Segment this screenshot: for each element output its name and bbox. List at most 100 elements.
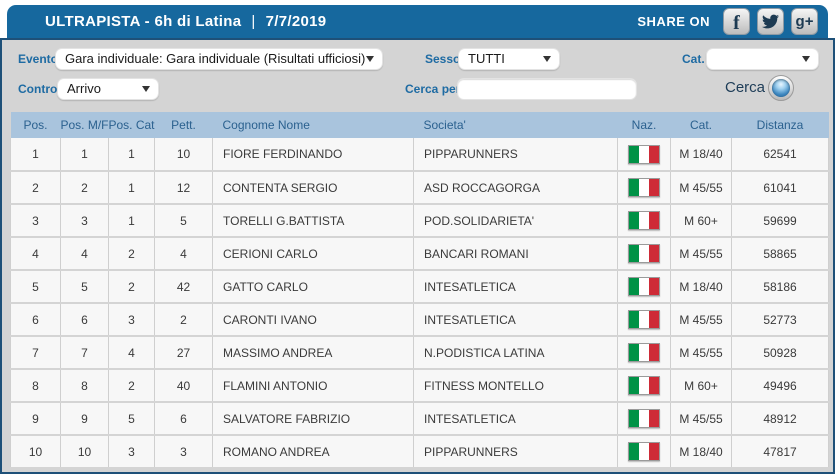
naz-cell: [617, 270, 671, 304]
naz-cell: [617, 336, 671, 370]
event-title-bar: ULTRAPISTA - 6h di Latina | 7/7/2019 SHARE…: [7, 5, 828, 38]
column-header-naz-: Naz.: [617, 112, 671, 138]
controllo-select[interactable]: Arrivo: [57, 78, 159, 100]
column-header-pos-m/f: Pos. M/F: [60, 112, 109, 138]
pett-cell: 27: [154, 336, 213, 370]
italy-flag-icon: [628, 277, 660, 296]
evento-select[interactable]: Gara individuale: Gara individuale (Risu…: [55, 48, 383, 70]
naz-cell: [617, 402, 671, 436]
cerca-button-label: Cerca: [725, 79, 766, 96]
search-input[interactable]: [457, 78, 637, 100]
cat-cell: M 18/40: [670, 270, 732, 304]
controllo-selected-value: Arrivo: [67, 81, 101, 96]
twitter-bird-glyph: [762, 14, 779, 29]
cat-cell: M 45/55: [670, 402, 732, 436]
pett-cell: 3: [154, 435, 213, 469]
pos_cat-cell: 2: [108, 237, 155, 271]
column-header-cognome-nome: Cognome Nome: [212, 112, 414, 138]
sesso-select[interactable]: TUTTI: [458, 48, 560, 70]
chevron-down-icon: [366, 56, 374, 62]
column-header-societa-: Societa': [413, 112, 618, 138]
pos-cell: 7: [10, 336, 61, 370]
cat-cell: M 45/55: [670, 336, 732, 370]
event-name: ULTRAPISTA - 6h di Latina: [45, 13, 242, 30]
table-row: 8 8 2 40 FLAMINI ANTONIO FITNESS MONTELLO M 60…: [10, 369, 829, 403]
pos_mf-cell: 1: [60, 138, 109, 172]
pett-cell: 40: [154, 369, 213, 403]
team-cell: PIPPARUNNERS: [413, 435, 618, 469]
share-zone: SHARE ON f g+: [637, 8, 818, 35]
name-cell: SALVATORE FABRIZIO: [212, 402, 414, 436]
dist-cell: 48912: [731, 402, 829, 436]
column-header-pett-: Pett.: [154, 112, 213, 138]
dist-cell: 58865: [731, 237, 829, 271]
pett-cell: 6: [154, 402, 213, 436]
italy-flag-icon: [628, 343, 660, 362]
pett-cell: 12: [154, 171, 213, 205]
pos-cell: 9: [10, 402, 61, 436]
title-separator: |: [251, 13, 256, 30]
pett-cell: 4: [154, 237, 213, 271]
facebook-icon[interactable]: f: [723, 8, 750, 35]
googleplus-icon[interactable]: g+: [791, 8, 818, 35]
pos_cat-cell: 3: [108, 435, 155, 469]
table-row: 3 3 1 5 TORELLI G.BATTISTA POD.SOLIDARIETA' M …: [10, 204, 829, 238]
table-row: 9 9 5 6 SALVATORE FABRIZIO INTESATLETICA M 45/…: [10, 402, 829, 436]
pos-cell: 4: [10, 237, 61, 271]
pos_cat-cell: 3: [108, 303, 155, 337]
pos-cell: 2: [10, 171, 61, 205]
evento-selected-value: Gara individuale: Gara individuale (Risu…: [65, 51, 366, 66]
pos_cat-cell: 1: [108, 204, 155, 238]
dist-cell: 58186: [731, 270, 829, 304]
pos-cell: 8: [10, 369, 61, 403]
chevron-down-icon: [543, 56, 551, 62]
chevron-down-icon: [142, 86, 150, 92]
naz-cell: [617, 435, 671, 469]
pos-cell: 1: [10, 138, 61, 172]
team-cell: BANCARI ROMANI: [413, 237, 618, 271]
cerca-search-button[interactable]: [768, 75, 794, 101]
italy-flag-icon: [628, 442, 660, 461]
dist-cell: 61041: [731, 171, 829, 205]
share-on-label: SHARE ON: [637, 14, 710, 29]
pos_mf-cell: 9: [60, 402, 109, 436]
italy-flag-icon: [628, 244, 660, 263]
pos-cell: 10: [10, 435, 61, 469]
name-cell: FLAMINI ANTONIO: [212, 369, 414, 403]
dist-cell: 50928: [731, 336, 829, 370]
sesso-selected-value: TUTTI: [468, 51, 505, 66]
facebook-glyph: f: [733, 12, 740, 34]
dist-cell: 52773: [731, 303, 829, 337]
cat-filter-label: Cat.: [682, 52, 705, 66]
table-row: 4 4 2 4 CERIONI CARLO BANCARI ROMANI M 45/55 58…: [10, 237, 829, 271]
name-cell: MASSIMO ANDREA: [212, 336, 414, 370]
pos_cat-cell: 4: [108, 336, 155, 370]
event-date: 7/7/2019: [265, 13, 327, 30]
cat-select[interactable]: [706, 48, 819, 70]
pos_mf-cell: 5: [60, 270, 109, 304]
pos_cat-cell: 1: [108, 138, 155, 172]
pos_cat-cell: 1: [108, 171, 155, 205]
italy-flag-icon: [628, 310, 660, 329]
twitter-icon[interactable]: [757, 8, 784, 35]
table-row: 1 1 1 10 FIORE FERDINANDO PIPPARUNNERS M 18/40…: [10, 138, 829, 172]
results-table: Pos. Pos. M/F Pos. Cat. Pett. Cognome Nome So…: [10, 112, 829, 469]
pett-cell: 10: [154, 138, 213, 172]
naz-cell: [617, 138, 671, 172]
cat-cell: M 60+: [670, 204, 732, 238]
dist-cell: 59699: [731, 204, 829, 238]
italy-flag-icon: [628, 409, 660, 428]
cat-cell: M 45/55: [670, 303, 732, 337]
team-cell: INTESATLETICA: [413, 270, 618, 304]
naz-cell: [617, 171, 671, 205]
pett-cell: 2: [154, 303, 213, 337]
pos_mf-cell: 7: [60, 336, 109, 370]
pos_mf-cell: 6: [60, 303, 109, 337]
name-cell: GATTO CARLO: [212, 270, 414, 304]
team-cell: INTESATLETICA: [413, 303, 618, 337]
column-header-distanza: Distanza: [731, 112, 829, 138]
team-cell: PIPPARUNNERS: [413, 138, 618, 172]
pos_cat-cell: 5: [108, 402, 155, 436]
naz-cell: [617, 204, 671, 238]
pos-cell: 5: [10, 270, 61, 304]
